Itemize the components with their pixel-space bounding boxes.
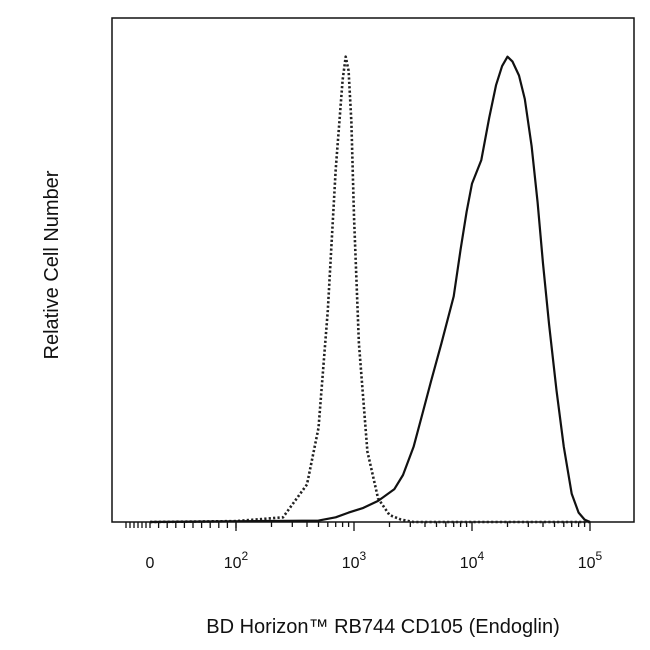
control-histogram-line xyxy=(149,55,590,524)
y-axis-label: Relative Cell Number xyxy=(41,170,63,359)
stained-histogram-line xyxy=(149,55,591,524)
x-tick-label: 105 xyxy=(578,549,603,572)
x-tick-label: 103 xyxy=(342,549,367,572)
x-tick-label: 0 xyxy=(146,555,155,572)
x-axis-ticks: 0 102 103 104 105 xyxy=(125,522,603,572)
series-layer xyxy=(149,55,591,524)
x-tick-label: 102 xyxy=(224,549,249,572)
plot-frame xyxy=(111,17,635,523)
x-axis-label: BD Horizon™ RB744 CD105 (Endoglin) xyxy=(206,616,560,638)
x-tick-label: 104 xyxy=(460,549,485,572)
